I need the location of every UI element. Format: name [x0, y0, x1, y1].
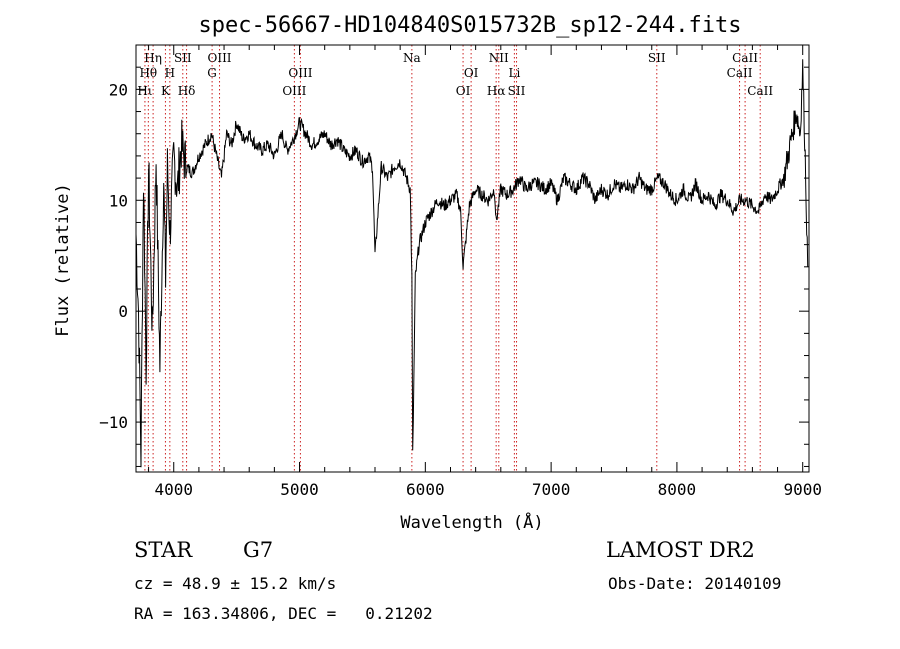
chart-title: spec-56667-HD104840S015732B_sp12-244.fit… [198, 13, 741, 38]
line-marker-label-21: CaII [747, 84, 773, 98]
line-marker-label-4: H [165, 66, 175, 80]
sky-coordinates: RA = 163.34806, DEC = 0.21202 [134, 604, 433, 623]
x-tick-label: 9000 [783, 480, 822, 499]
y-tick-label: −10 [99, 413, 128, 432]
survey-name: LAMOST DR2 [606, 538, 755, 562]
x-tick-label: 4000 [154, 480, 193, 499]
x-axis-label: Wavelength (Å) [400, 511, 543, 533]
line-marker-label-14: NII [489, 51, 509, 65]
object-class: STAR [134, 538, 193, 562]
line-marker-label-11: Na [403, 51, 421, 65]
y-tick-label: 0 [118, 302, 128, 321]
redshift-velocity: cz = 48.9 ± 15.2 km/s [134, 574, 337, 593]
y-tick-label: 20 [109, 80, 128, 99]
x-tick-label: 5000 [280, 480, 319, 499]
line-marker-label-12: OI [464, 66, 479, 80]
x-axis: 4000 5000 6000 7000 8000 9000 [148, 45, 822, 499]
line-marker-label-7: OIII [207, 51, 231, 65]
line-marker-label-0: Hη [144, 51, 162, 65]
x-tick-label: 6000 [406, 480, 445, 499]
line-marker-label-1: Hθ [139, 66, 157, 80]
line-marker-label-10: OIII [282, 84, 306, 98]
observation-date: Obs-Date: 20140109 [608, 574, 782, 593]
line-marker-label-3: K [161, 84, 171, 98]
y-axis: −10 0 10 20 [99, 44, 809, 467]
line-marker-label-19: CaII [732, 51, 758, 65]
line-marker-label-9: OIII [288, 66, 312, 80]
y-axis-label: Flux (relative) [53, 183, 73, 337]
spectrum-line [135, 59, 809, 468]
line-marker-label-18: SII [648, 51, 666, 65]
line-marker-label-6: Hδ [178, 84, 196, 98]
y-tick-label: 10 [109, 191, 128, 210]
x-tick-label: 8000 [658, 480, 697, 499]
line-marker-label-15: Li [508, 66, 520, 80]
line-marker-label-17: SII [508, 84, 526, 98]
plot-frame [135, 44, 810, 473]
line-marker-label-5: SII [174, 51, 192, 65]
line-marker-label-13: OI [456, 84, 471, 98]
line-marker-label-2: Hι [137, 84, 152, 98]
object-subclass: G7 [243, 538, 274, 562]
line-marker-label-16: Hα [487, 84, 506, 98]
line-marker-label-20: CaII [727, 66, 753, 80]
line-marker-label-8: G [207, 66, 217, 80]
x-tick-label: 7000 [532, 480, 571, 499]
